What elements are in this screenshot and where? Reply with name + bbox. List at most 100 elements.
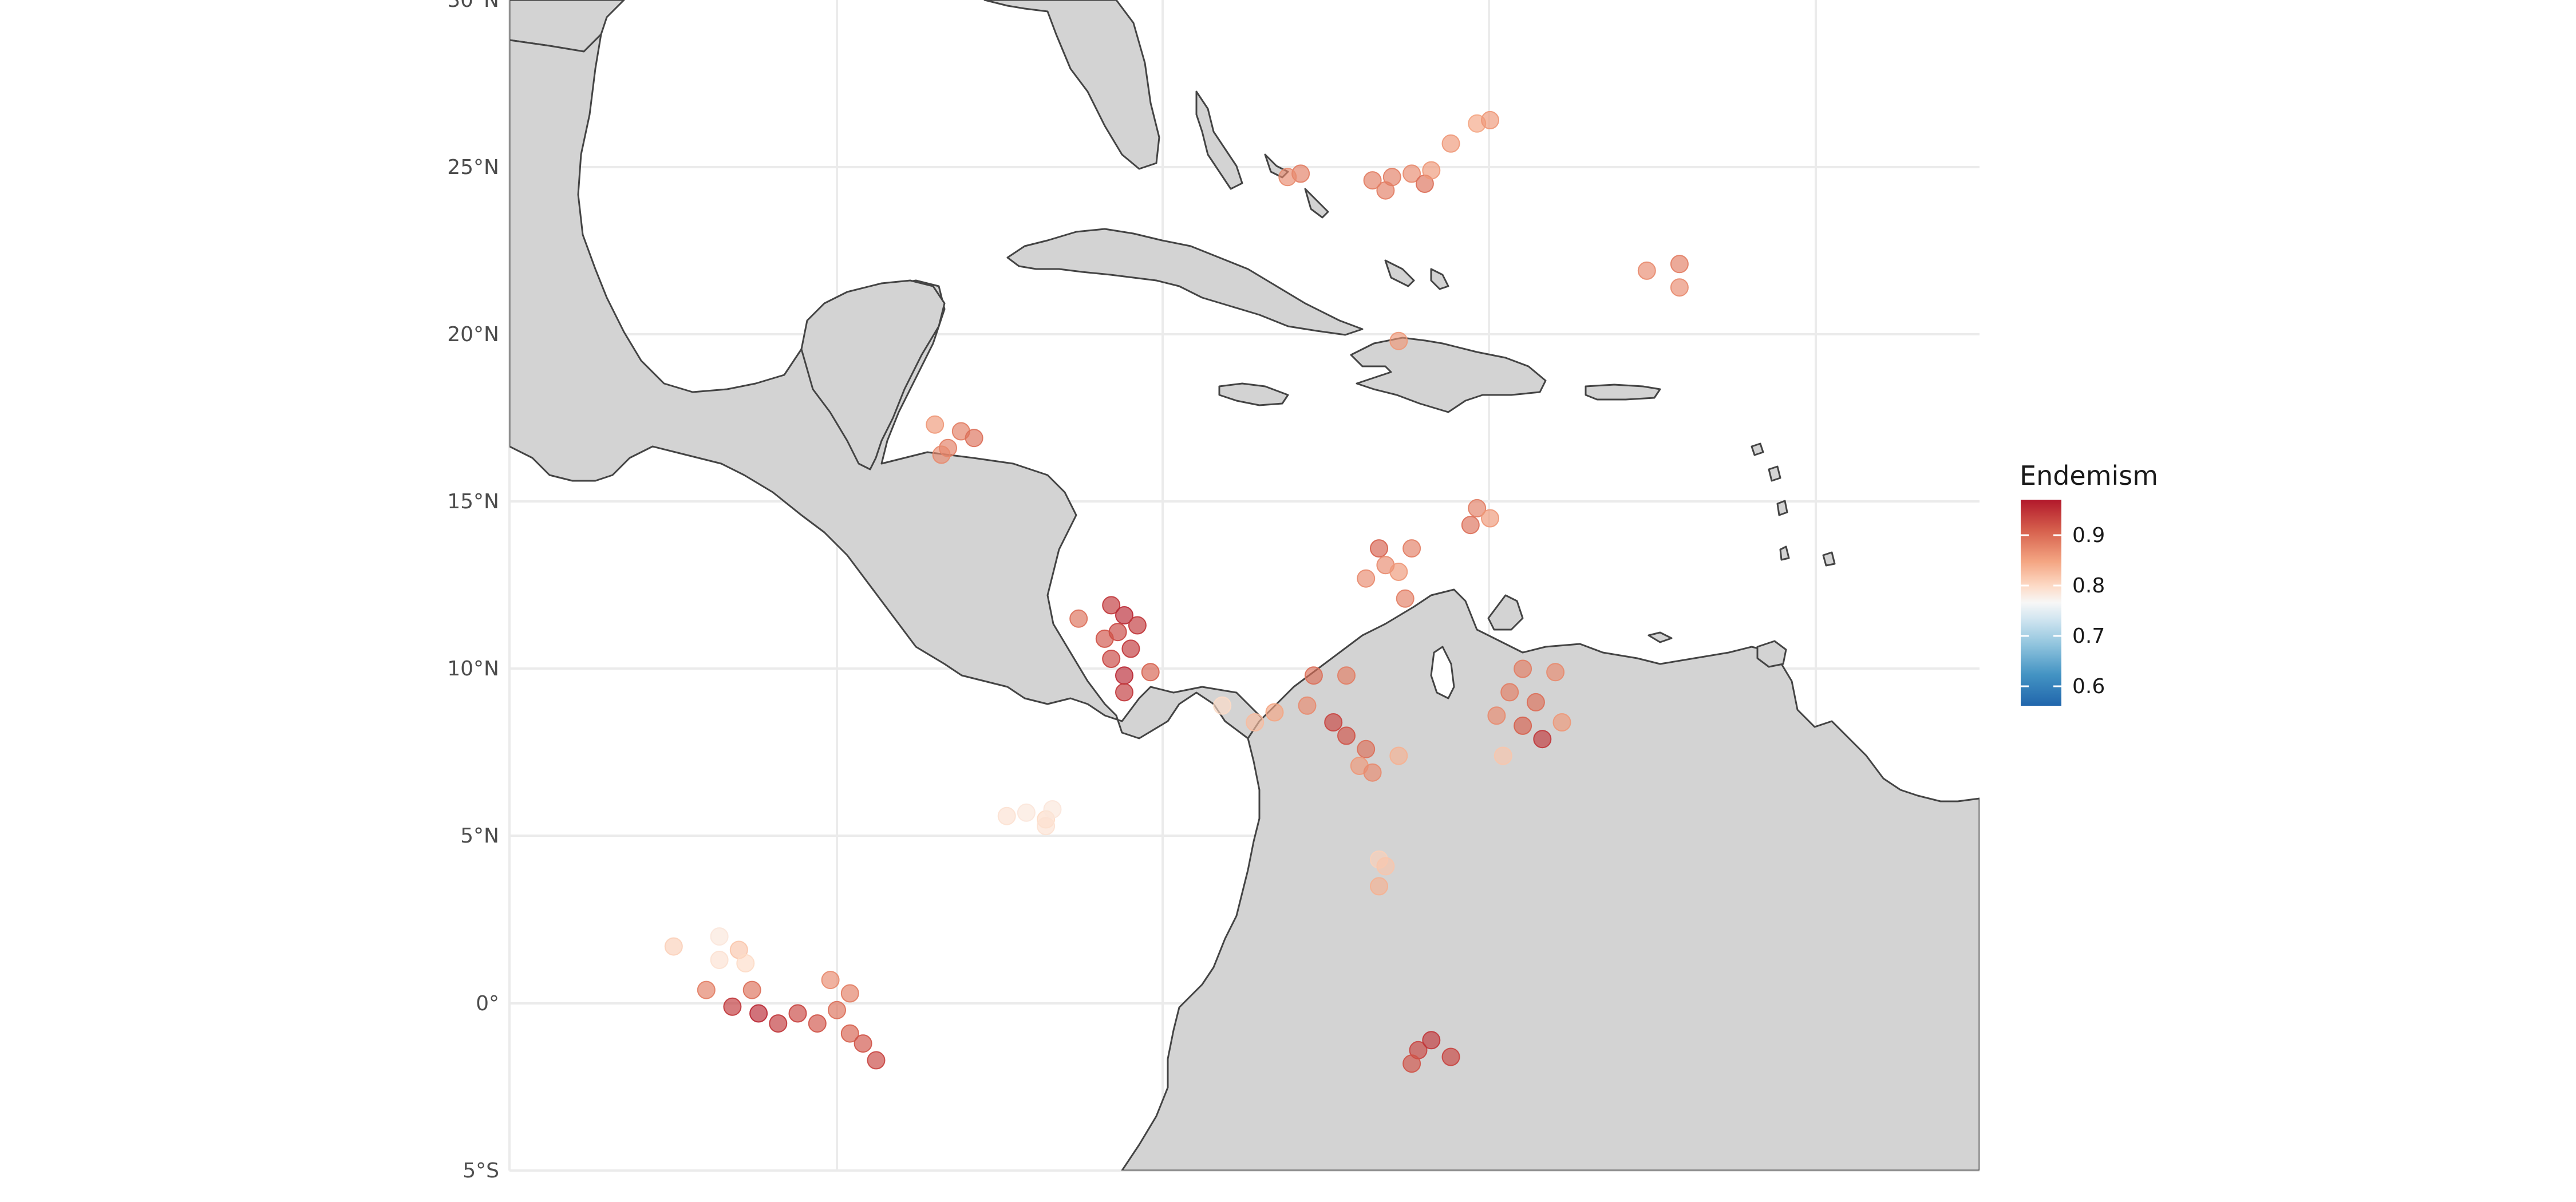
site-point	[1069, 609, 1088, 628]
site-point	[867, 1051, 886, 1070]
y-tick-label: 20°N	[447, 323, 499, 346]
site-point	[2121, 576, 2139, 594]
site-point	[1337, 666, 1356, 685]
site-point	[710, 951, 729, 969]
site-point	[1246, 713, 1265, 732]
site-point	[1500, 683, 1519, 702]
site-point	[1095, 629, 1114, 648]
legend-label: 0.7	[2072, 624, 2105, 648]
site-point	[1357, 569, 1376, 588]
site-point	[1043, 800, 1062, 819]
y-tick-label: 5°N	[460, 824, 499, 848]
site-point	[1514, 716, 1532, 735]
site-point	[1461, 516, 1480, 535]
site-point	[1324, 713, 1343, 732]
y-tick-label: 25°N	[447, 156, 499, 179]
yucatan-peninsula	[800, 279, 946, 470]
y-tick-label: 5°S	[463, 1159, 499, 1183]
y-axis: 30°N 25°N 20°N 15°N 10°N 5°N 0° 5°S	[447, 0, 499, 1183]
site-point	[2135, 587, 2152, 604]
south-america	[1121, 588, 1980, 1171]
site-point	[926, 415, 945, 434]
site-point	[664, 937, 683, 956]
site-point	[1389, 563, 1408, 581]
site-point	[840, 1024, 859, 1043]
site-point	[749, 1004, 768, 1023]
site-point	[1265, 703, 1284, 722]
legend-label: 0.9	[2072, 524, 2105, 547]
site-point	[1213, 696, 1232, 715]
site-point	[1533, 730, 1552, 749]
site-point	[769, 1014, 788, 1033]
site-point	[1526, 693, 1545, 711]
trinidad	[1756, 640, 1787, 668]
site-point	[2154, 580, 2171, 597]
site-point	[1115, 606, 1133, 624]
site-point	[1422, 161, 1441, 180]
site-point	[788, 1004, 807, 1023]
site-point	[1441, 134, 1460, 153]
site-point	[1115, 666, 1133, 685]
site-point	[1422, 1031, 1441, 1050]
site-point	[1363, 763, 1382, 782]
site-point	[1670, 278, 1689, 297]
site-point	[1546, 663, 1565, 682]
site-point	[742, 980, 761, 999]
site-point	[1402, 164, 1421, 183]
site-point	[1468, 499, 1487, 517]
site-point	[1121, 639, 1140, 658]
site-point	[1370, 539, 1388, 558]
hispaniola	[1350, 337, 1547, 413]
site-point	[932, 445, 951, 464]
site-point	[1376, 181, 1395, 200]
site-point	[1514, 659, 1532, 678]
site-point	[1552, 713, 1571, 732]
legend-label: 0.8	[2072, 574, 2105, 598]
site-point	[1363, 171, 1382, 190]
y-tick-label: 15°N	[447, 490, 499, 513]
site-point	[1017, 803, 1036, 822]
site-point	[1481, 110, 1499, 129]
site-point	[1441, 1047, 1460, 1066]
site-point	[840, 984, 859, 1003]
site-point	[1389, 331, 1408, 350]
legend-title: Endemism	[2020, 460, 2158, 491]
site-point	[1141, 663, 1160, 682]
site-point	[1128, 616, 1147, 635]
cuba	[1006, 228, 1364, 336]
site-point	[697, 980, 716, 999]
land-masses	[509, 0, 1980, 1171]
site-point	[1389, 746, 1408, 765]
site-point	[1357, 740, 1376, 758]
site-point	[710, 927, 729, 946]
site-point	[1481, 509, 1499, 528]
site-point	[2161, 600, 2178, 617]
site-point	[1376, 857, 1395, 876]
florida-peninsula	[983, 0, 1160, 170]
site-point	[1102, 650, 1121, 668]
legend-colorbar	[2021, 500, 2061, 706]
site-point	[1298, 696, 1317, 715]
puerto-rico	[1585, 383, 1661, 401]
site-point	[736, 954, 755, 972]
site-point	[854, 1034, 872, 1053]
site-point	[1102, 596, 1121, 615]
site-point	[1115, 683, 1133, 702]
site-point	[1402, 539, 1421, 558]
site-point	[1487, 706, 1506, 725]
site-point	[1037, 817, 1056, 836]
y-tick-label: 30°N	[447, 0, 499, 12]
y-tick-label: 0°	[476, 992, 499, 1015]
data-points	[664, 110, 2178, 1073]
site-point	[1304, 666, 1323, 685]
site-point	[1278, 168, 1297, 187]
site-point	[1494, 746, 1512, 765]
jamaica	[1218, 382, 1289, 406]
site-point	[1370, 877, 1388, 896]
site-point	[1637, 261, 1656, 280]
legend: Endemism 0.9 0.8 0.7 0.6	[2020, 460, 2158, 706]
y-tick-label: 10°N	[447, 657, 499, 681]
site-point	[1396, 589, 1415, 608]
site-point	[1402, 1054, 1421, 1073]
